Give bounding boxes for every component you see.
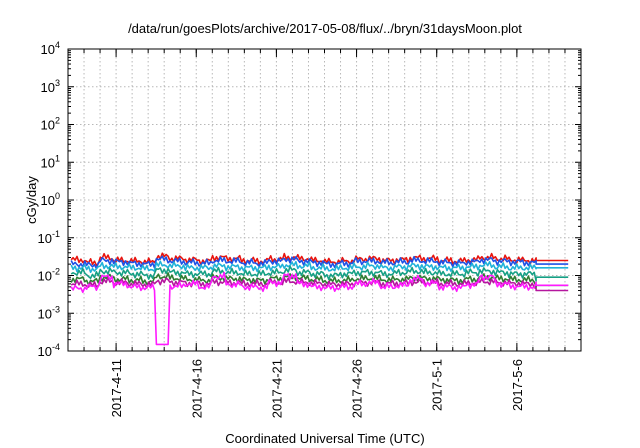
series-line: [70, 271, 569, 346]
x-tick-label: 2017-5-6: [510, 359, 525, 411]
series-line: [70, 276, 569, 292]
chart-title: /data/run/goesPlots/archive/2017-05-08/f…: [128, 21, 522, 36]
series-line: [70, 255, 569, 270]
x-axis: 2017-4-11 2017-4-16 2017-4-21 2017-4-26 2017…: [83, 49, 566, 418]
y-axis: 10-4 10-3 10-2 10-1 100 101 102 103 104: [38, 40, 581, 359]
x-tick-label: 2017-5-1: [430, 359, 445, 411]
y-tick-label: 101: [41, 153, 60, 170]
grid: [68, 49, 581, 351]
y-tick-label: 104: [41, 40, 60, 57]
series-group: [70, 252, 569, 346]
x-tick-label: 2017-4-16: [189, 359, 204, 418]
x-tick-label: 2017-4-21: [269, 359, 284, 418]
y-tick-label: 10-4: [38, 342, 60, 359]
x-axis-label: Coordinated Universal Time (UTC): [225, 431, 424, 446]
y-tick-label: 10-3: [38, 304, 60, 321]
series-line: [70, 265, 569, 282]
y-tick-label: 103: [41, 78, 60, 95]
series-line: [70, 260, 569, 273]
y-tick-label: 102: [41, 116, 60, 133]
y-tick-label: 10-1: [38, 229, 60, 246]
y-tick-label: 100: [41, 191, 60, 208]
x-tick-label: 2017-4-11: [109, 359, 124, 417]
y-axis-label: cGy/day: [24, 176, 39, 224]
y-tick-label: 10-2: [38, 267, 60, 284]
x-tick-label: 2017-4-26: [350, 359, 365, 418]
